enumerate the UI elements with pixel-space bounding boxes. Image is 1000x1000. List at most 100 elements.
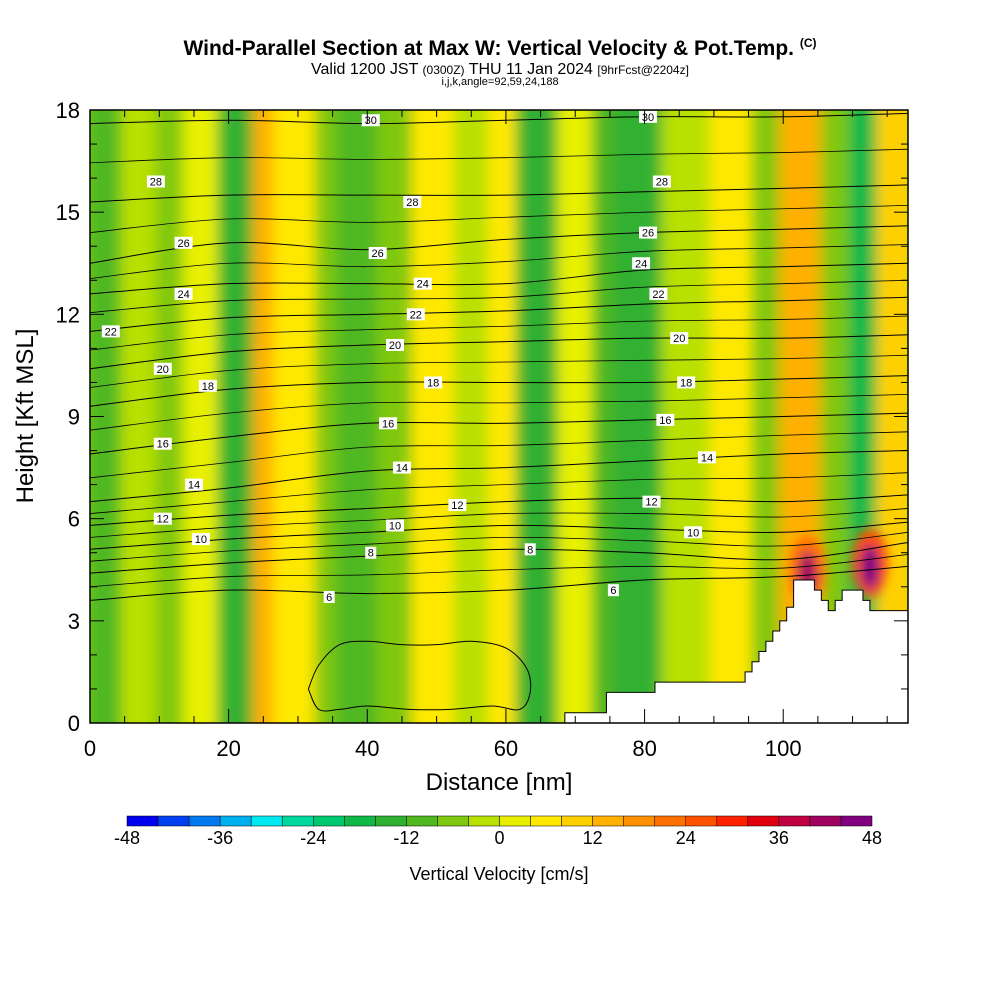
- contour-label-text: 10: [687, 527, 699, 539]
- contour-label-box: [424, 376, 443, 389]
- contour-label-text: 18: [202, 381, 214, 393]
- plot-area: 30 30 28 28 28 26 26 26 24 24 24 22 22 22 20 20 20 18 18 18…: [90, 110, 908, 723]
- contour-label-box: [386, 338, 405, 351]
- contour-label-text: 8: [368, 548, 374, 560]
- contour-label: 22: [406, 308, 425, 321]
- contour-label-text: 26: [177, 238, 189, 250]
- contour-label: 24: [632, 257, 651, 270]
- colorbar-swatch: [716, 815, 749, 827]
- theta-contour-minor: [90, 508, 908, 538]
- contour-label: 8: [524, 543, 536, 556]
- colorbar-swatch: [685, 815, 718, 827]
- colorbar-swatch: [592, 815, 624, 827]
- y-tick-label: 0: [68, 711, 80, 736]
- contour-label-box: [101, 325, 120, 338]
- contour-label-text: 28: [406, 197, 418, 209]
- contour-label-box: [413, 277, 432, 290]
- forecast-info: [9hrFcst@2204z]: [597, 63, 689, 77]
- contour-label: 20: [670, 332, 689, 345]
- contour-label-text: 12: [645, 497, 657, 509]
- theta-contour-6: [90, 565, 908, 601]
- theta-contour-minor: [90, 554, 908, 588]
- section-params: i,j,k,angle=92,59,24,188: [441, 76, 559, 88]
- colorbar-tick-label: -12: [393, 828, 419, 848]
- colorbar-swatch: [344, 815, 376, 827]
- contour-label-box: [184, 478, 203, 491]
- theta-contour-22: [90, 296, 908, 332]
- contour-label-box: [361, 114, 380, 127]
- y-axis-ticks: 0 3 6 9 12 15 18: [56, 98, 908, 736]
- y-axis-title: Height [Kft MSL]: [12, 329, 39, 504]
- theta-contour-20: [90, 334, 908, 370]
- theta-contours: [90, 112, 908, 712]
- contour-label: 8: [365, 546, 377, 560]
- contour-label-text: 22: [652, 289, 664, 301]
- contour-label-text: 6: [610, 585, 616, 597]
- contour-label-box: [368, 247, 387, 260]
- x-axis-title: Distance [nm]: [426, 769, 573, 796]
- utc-time: (0300Z): [422, 63, 465, 77]
- theta-contour-minor: [90, 472, 908, 514]
- theta-contour-10: [90, 521, 908, 550]
- contour-label: 6: [607, 584, 619, 597]
- colorbar-swatch: [281, 815, 314, 827]
- colorbar-swatch: [747, 815, 780, 827]
- theta-contour-28: [90, 184, 908, 203]
- contour-label: 12: [448, 499, 467, 512]
- contour-label: 12: [642, 495, 661, 509]
- contour-label-text: 18: [680, 377, 692, 389]
- y-tick-label: 12: [56, 302, 80, 327]
- contour-label-box: [392, 461, 411, 474]
- colorbar-swatch: [778, 815, 811, 827]
- contour-label-text: 22: [105, 326, 117, 338]
- valid-date: THU 11 Jan 2024: [468, 61, 593, 78]
- contour-label-text: 24: [417, 279, 429, 291]
- colorbar-tick-label: -24: [300, 828, 326, 848]
- contour-label-box: [323, 590, 335, 603]
- theta-contour-26: [90, 225, 908, 264]
- contour-label: 24: [174, 287, 193, 301]
- contour-label-text: 20: [673, 333, 685, 345]
- contour-label-text: 24: [177, 289, 189, 301]
- colorbar-tick-label: -36: [207, 828, 233, 848]
- contour-label-text: 18: [427, 377, 439, 389]
- contour-label-text: 30: [365, 115, 377, 127]
- contour-label: 26: [639, 226, 658, 240]
- contour-label-text: 28: [656, 177, 668, 189]
- contour-label-box: [632, 257, 651, 270]
- theta-contour-minor: [90, 315, 908, 351]
- colorbar-ticks: -48 -36 -24 -12 0 12 24 36 48: [114, 828, 882, 848]
- colorbar-swatch: [126, 815, 159, 827]
- contour-label-box: [365, 546, 377, 559]
- colorbar-tick-label: -48: [114, 828, 140, 848]
- velocity-band: [709, 110, 760, 723]
- velocity-band: [411, 110, 462, 723]
- contour-label-box: [198, 379, 217, 392]
- chart-title: Wind-Parallel Section at Max W: Vertical…: [0, 36, 1000, 61]
- contour-label-text: 26: [372, 248, 384, 260]
- y-tick-label: 9: [68, 405, 80, 430]
- contour-label-box: [406, 308, 425, 321]
- contour-label-text: 14: [701, 452, 713, 464]
- contour-label-box: [153, 512, 172, 525]
- contour-label: 6: [323, 590, 335, 604]
- y-tick-label: 15: [56, 200, 80, 225]
- y-tick-label: 3: [68, 609, 80, 634]
- theta-contour-14: [90, 450, 908, 503]
- contour-label: 14: [392, 461, 411, 475]
- x-tick-label: 0: [84, 736, 96, 761]
- contour-label: 10: [684, 526, 703, 539]
- copyright-mark: (C): [799, 36, 817, 50]
- theta-contour-minor: [90, 354, 908, 388]
- x-axis-ticks: 0 20 40 60 80 100: [84, 110, 888, 761]
- theta-contour-minor: [90, 431, 908, 479]
- contour-label-text: 6: [326, 592, 332, 604]
- contour-label-text: 8: [527, 544, 533, 556]
- colorbar-swatch: [437, 815, 469, 827]
- velocity-band: [335, 110, 386, 723]
- contour-label-box: [403, 195, 422, 208]
- colorbar-swatch: [250, 815, 283, 827]
- theta-contour-minor: [90, 204, 908, 233]
- contour-label-box: [684, 526, 703, 539]
- colorbar-swatch: [468, 815, 500, 827]
